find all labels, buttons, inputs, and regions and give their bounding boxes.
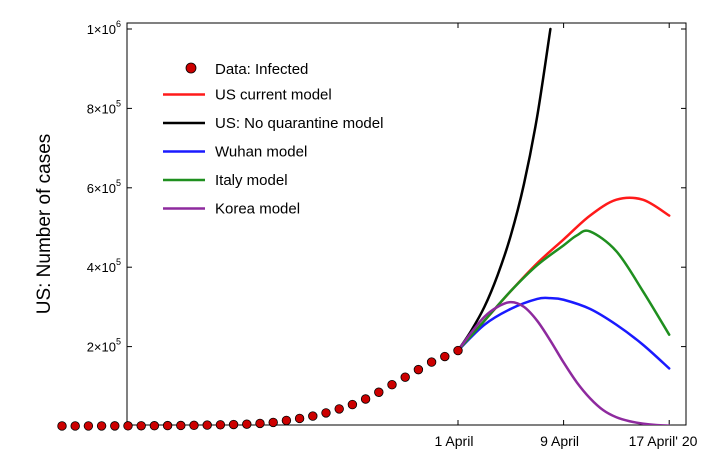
- y-tick-times: ×10: [94, 101, 116, 116]
- legend: Data: Infected US current model US: No qua…: [163, 61, 383, 218]
- data-point: [228, 419, 239, 430]
- data-point: [347, 399, 358, 410]
- series-lines: [456, 27, 671, 425]
- data-point: [374, 387, 384, 397]
- legend-marker-data: [185, 62, 197, 74]
- y-tick-label: 2×105: [87, 337, 121, 355]
- data-point: [281, 415, 292, 426]
- y-tick-mantissa: 8: [87, 101, 94, 116]
- series-line-us-current: [456, 196, 671, 352]
- legend-label-data: Data: Infected: [215, 61, 308, 78]
- data-point: [215, 420, 226, 430]
- data-point: [255, 418, 265, 429]
- x-tick-label: 9 April: [540, 433, 579, 449]
- y-tick-exponent: 5: [116, 98, 121, 108]
- x-tick-label: 1 April: [435, 433, 474, 449]
- x-tick-label: 17 April' 20: [629, 433, 698, 449]
- data-point: [176, 420, 186, 431]
- data-point: [413, 364, 424, 375]
- y-tick-exponent: 6: [116, 19, 121, 29]
- y-tick-label: 1×106: [87, 19, 121, 37]
- series-line-italy: [456, 229, 671, 352]
- y-tick-times: ×10: [94, 181, 116, 196]
- legend-label-korea: Korea model: [215, 201, 300, 218]
- legend-label-no-quarantine: US: No quarantine model: [215, 115, 383, 132]
- y-tick-exponent: 5: [116, 257, 121, 267]
- legend-label-italy: Italy model: [215, 172, 288, 189]
- y-tick-exponent: 5: [116, 337, 121, 347]
- data-point: [387, 380, 397, 390]
- data-point: [110, 421, 120, 431]
- data-point: [334, 404, 344, 414]
- data-point: [242, 419, 252, 429]
- data-point: [321, 408, 331, 418]
- data-point: [136, 421, 146, 431]
- plot-frame: [126, 22, 687, 426]
- data-point: [294, 413, 305, 424]
- y-tick-label: 6×105: [87, 178, 121, 196]
- data-point: [308, 411, 318, 421]
- y-tick-mantissa: 4: [87, 260, 94, 275]
- y-tick-exponent: 5: [116, 178, 121, 188]
- data-point: [96, 421, 107, 431]
- series-line-wuhan: [456, 296, 671, 370]
- data-point: [453, 345, 463, 356]
- data-point: [70, 421, 80, 431]
- data-point: [162, 420, 173, 431]
- series-line-korea: [456, 300, 671, 425]
- y-tick-mantissa: 2: [87, 340, 94, 355]
- y-axis-title: US: Number of cases: [34, 134, 55, 315]
- data-point: [57, 421, 67, 431]
- y-tick-times: ×10: [94, 260, 116, 275]
- data-point: [189, 420, 199, 431]
- y-tick-times: ×10: [94, 340, 116, 355]
- data-point: [440, 351, 450, 362]
- series-line-no-quarantine: [456, 27, 552, 352]
- y-tick-mantissa: 6: [87, 181, 94, 196]
- data-point: [360, 394, 371, 404]
- data-point: [400, 372, 410, 382]
- data-point: [149, 421, 160, 431]
- y-tick-label: 4×105: [87, 257, 121, 275]
- y-tick-mantissa: 1: [87, 22, 94, 37]
- legend-label-wuhan: Wuhan model: [215, 144, 307, 161]
- data-points: [57, 345, 463, 431]
- y-tick-times: ×10: [94, 22, 116, 37]
- legend-label-us-current: US current model: [215, 87, 332, 104]
- data-point: [202, 420, 212, 430]
- data-point: [268, 417, 278, 428]
- data-point: [426, 357, 437, 367]
- data-point: [83, 421, 94, 431]
- x-axis-ticks: 1 April 9 April 17 April' 20: [435, 23, 698, 449]
- y-tick-label: 8×105: [87, 98, 121, 116]
- data-point: [123, 421, 133, 431]
